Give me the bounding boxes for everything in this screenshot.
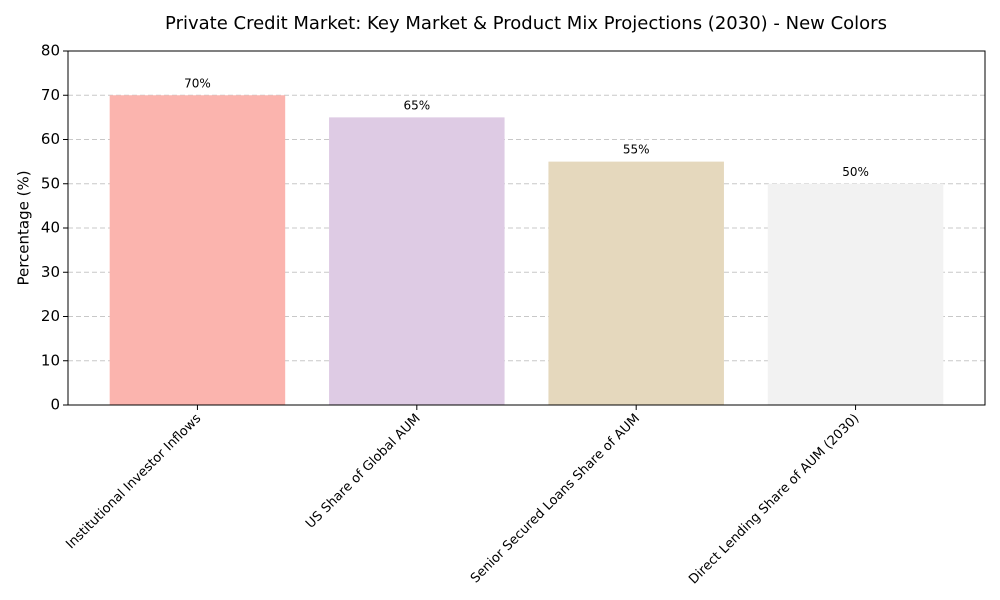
y-tick-label: 60	[41, 130, 60, 148]
y-tick-label: 70	[41, 86, 60, 104]
x-tick-label: Senior Secured Loans Share of AUM	[468, 411, 643, 586]
value-label: 70%	[184, 76, 211, 90]
y-tick-label: 80	[41, 42, 60, 60]
y-axis-label: Percentage (%)	[15, 170, 33, 285]
y-tick-label: 30	[41, 263, 60, 281]
value-label: 50%	[842, 165, 869, 179]
x-tick-label: Direct Lending Share of AUM (2030)	[686, 411, 862, 587]
x-tick-label: US Share of Global AUM	[303, 411, 424, 532]
y-tick-label: 10	[41, 351, 60, 369]
bar	[329, 117, 505, 405]
bar	[767, 183, 944, 405]
bar	[548, 161, 724, 405]
plot-frame	[67, 50, 986, 406]
y-tick-label: 0	[50, 396, 60, 414]
chart-title: Private Credit Market: Key Market & Prod…	[165, 13, 887, 34]
x-tick-label: Institutional Investor Inflows	[63, 411, 204, 552]
y-tick-label: 40	[41, 219, 60, 237]
y-tick-label: 20	[41, 307, 60, 325]
y-tick-label: 50	[41, 174, 60, 192]
value-label: 65%	[403, 98, 430, 112]
bar	[109, 95, 286, 405]
value-label: 55%	[623, 143, 650, 157]
